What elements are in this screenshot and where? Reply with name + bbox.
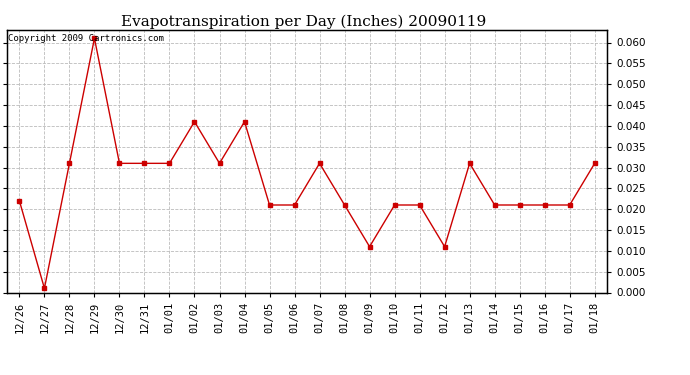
- Text: Copyright 2009 Cartronics.com: Copyright 2009 Cartronics.com: [8, 34, 164, 43]
- Text: Evapotranspiration per Day (Inches) 20090119: Evapotranspiration per Day (Inches) 2009…: [121, 15, 486, 29]
